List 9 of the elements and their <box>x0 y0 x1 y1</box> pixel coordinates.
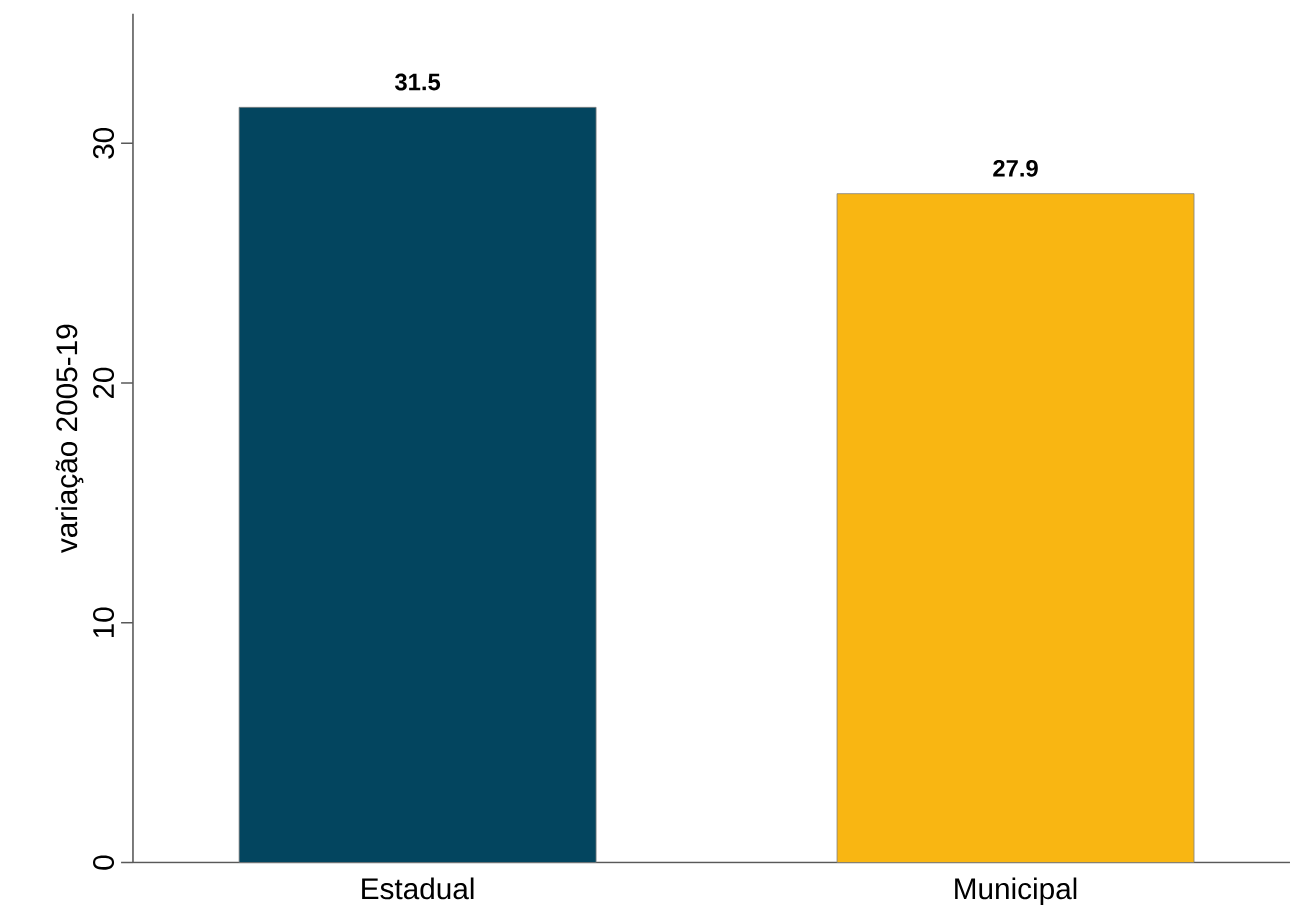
data-label: 31.5 <box>395 73 441 91</box>
x-tick-label: Municipal <box>955 877 1077 905</box>
y-tick-label: 0 <box>93 855 115 870</box>
data-label: 27.9 <box>993 159 1038 177</box>
x-tick-label: Estadual <box>362 877 474 900</box>
y-axis-title: variação 2005-19 <box>55 324 84 553</box>
y-tick-label: 30 <box>93 127 115 159</box>
y-tick-label: 20 <box>93 367 115 399</box>
y-tick-label: 10 <box>93 607 115 637</box>
